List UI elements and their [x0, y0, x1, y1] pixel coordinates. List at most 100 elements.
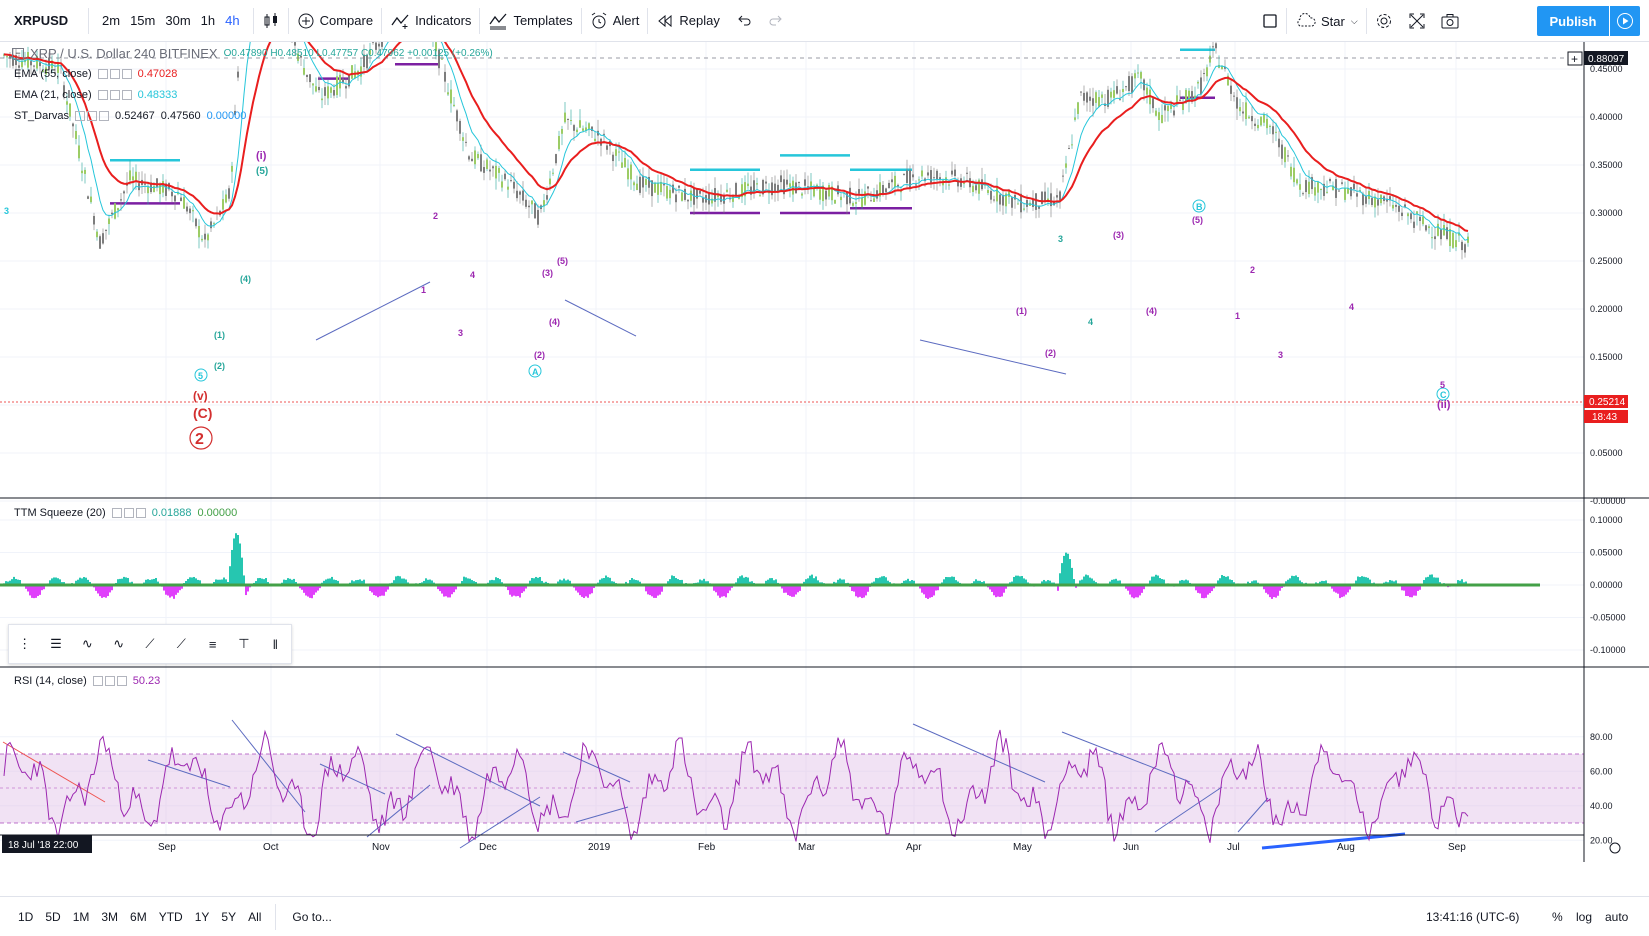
play-button[interactable] — [1610, 6, 1640, 36]
grip-icon[interactable]: ⋮ — [18, 636, 32, 651]
time-tick-label: Jul — [1227, 842, 1240, 853]
candle-body — [477, 153, 479, 159]
candle-body — [978, 179, 980, 194]
candle-body — [597, 130, 599, 136]
candle-body — [966, 172, 968, 174]
legend-controls[interactable] — [111, 508, 146, 518]
trendline — [912, 723, 1046, 783]
candle-body — [171, 191, 173, 197]
collapse-icon[interactable]: − — [12, 47, 24, 60]
interval-1h[interactable]: 1h — [200, 13, 216, 28]
last-price-box — [1584, 395, 1628, 408]
candle-body — [765, 181, 767, 184]
templates-button[interactable]: Templates — [480, 0, 580, 42]
indicators-button[interactable]: Indicators — [382, 0, 479, 42]
candle-body — [720, 194, 722, 202]
candle-body — [189, 208, 191, 214]
fullscreen-button[interactable] — [1401, 0, 1433, 42]
axis-settings-button[interactable] — [1609, 842, 1621, 854]
range-1m[interactable]: 1M — [72, 909, 90, 924]
wave-label: 5 — [1440, 380, 1445, 390]
trendlines[interactable] — [2, 281, 1406, 850]
legend-controls[interactable] — [97, 69, 132, 79]
range-5d[interactable]: 5D — [45, 909, 61, 924]
candle-body — [591, 126, 593, 131]
interval-4h[interactable]: 4h — [225, 13, 240, 28]
ray-icon[interactable]: ⟋ — [176, 636, 186, 651]
publish-button[interactable]: Publish — [1537, 6, 1609, 36]
legend-controls[interactable] — [75, 111, 110, 121]
elliott-wave-icon[interactable]: ∿ — [81, 636, 93, 651]
interval-30m[interactable]: 30m — [165, 13, 191, 28]
parallel-channel-icon[interactable]: ≡ — [208, 636, 217, 652]
candle-body — [1275, 131, 1277, 133]
ttm-tick-label: -0.10000 — [1590, 645, 1626, 655]
auto-toggle[interactable]: auto — [1605, 909, 1629, 924]
candle-body — [471, 158, 473, 162]
ema21-value: 0.48333 — [137, 89, 178, 101]
crosshair-plus[interactable] — [1567, 51, 1583, 66]
candle-body — [1221, 66, 1223, 70]
compare-button[interactable]: Compare — [289, 0, 381, 42]
interval-2m[interactable]: 2m — [102, 13, 121, 28]
range-1d[interactable]: 1D — [18, 909, 34, 924]
candle-body — [1377, 199, 1379, 206]
snapshot-button[interactable] — [1433, 0, 1467, 42]
candle-body — [732, 195, 734, 202]
ttm-legend[interactable]: TTM Squeeze (20) 0.01888 0.00000 — [14, 507, 237, 519]
range-3m[interactable]: 3M — [101, 909, 119, 924]
candle-body — [186, 206, 188, 212]
trendline — [231, 719, 306, 813]
time-tick-label: 2019 — [588, 842, 611, 853]
horizontal-ray-icon[interactable]: ⊤ — [238, 636, 250, 651]
candle-body — [804, 179, 806, 186]
candle-body — [306, 74, 308, 77]
range-6m[interactable]: 6M — [130, 909, 147, 924]
candle-body — [1233, 95, 1235, 97]
undo-button[interactable] — [728, 0, 760, 42]
trendline-icon[interactable]: ⟋ — [145, 636, 155, 651]
candle-body — [1311, 177, 1313, 190]
log-toggle[interactable]: log — [1576, 909, 1593, 924]
interval-15m[interactable]: 15m — [130, 13, 156, 28]
star-button[interactable]: Star ⌵ — [1287, 0, 1366, 42]
ema55-legend[interactable]: EMA (55, close) 0.47028 — [14, 68, 177, 80]
candle-body — [963, 183, 965, 185]
darvas-legend[interactable]: ST_Darvas 0.52467 0.47560 0.00000 — [14, 110, 246, 122]
range-1y[interactable]: 1Y — [194, 909, 210, 924]
abc-pattern-icon[interactable]: ∿ — [113, 636, 125, 651]
chart-area[interactable]: (v) (C) 2 (i) (5) (ii) B C A 5 (1) (2) (4) 2 4 3 1 (3) (5)… — [0, 42, 1649, 896]
candle-body — [657, 183, 659, 195]
ema21-legend[interactable]: EMA (21, close) 0.48333 — [14, 89, 177, 101]
candle-body — [1395, 204, 1397, 207]
range-5y[interactable]: 5Y — [221, 909, 237, 924]
range-all[interactable]: All — [248, 909, 262, 924]
goto-button[interactable]: Go to... — [292, 909, 332, 924]
candle-body — [561, 128, 563, 134]
percent-toggle[interactable]: % — [1552, 909, 1563, 924]
redo-button[interactable] — [760, 0, 792, 42]
clock[interactable]: 13:41:16 (UTC-6) — [1426, 909, 1520, 924]
ttm-tick-label: 0.00000 — [1590, 580, 1623, 590]
candle-body — [879, 182, 881, 197]
legend-controls[interactable] — [97, 90, 132, 100]
trendline — [1237, 797, 1269, 833]
rsi-legend[interactable]: RSI (14, close) 50.23 — [14, 675, 160, 687]
candle-body — [870, 200, 872, 202]
fullscreen-layout-button[interactable] — [1254, 0, 1286, 42]
candle-body — [642, 175, 644, 188]
settings-button[interactable] — [1367, 0, 1401, 42]
fib-lines-icon[interactable]: ☰ — [50, 636, 62, 651]
symbol-search[interactable]: XRPUSD — [14, 13, 69, 28]
bars-pattern-icon[interactable]: ‖ — [272, 636, 278, 652]
candle-body — [1407, 213, 1409, 217]
alert-button[interactable]: Alert — [582, 0, 648, 42]
legend-controls[interactable] — [92, 676, 127, 686]
wave-label: 2 — [433, 211, 438, 221]
replay-button[interactable]: Replay — [648, 0, 727, 42]
range-ytd[interactable]: YTD — [158, 909, 183, 924]
chart-type-button[interactable] — [254, 0, 288, 42]
candle-body — [1203, 73, 1205, 75]
symbol-title[interactable]: XRP / U.S. Dollar 240 BITFINEX — [30, 46, 218, 61]
candle-body — [48, 57, 50, 70]
